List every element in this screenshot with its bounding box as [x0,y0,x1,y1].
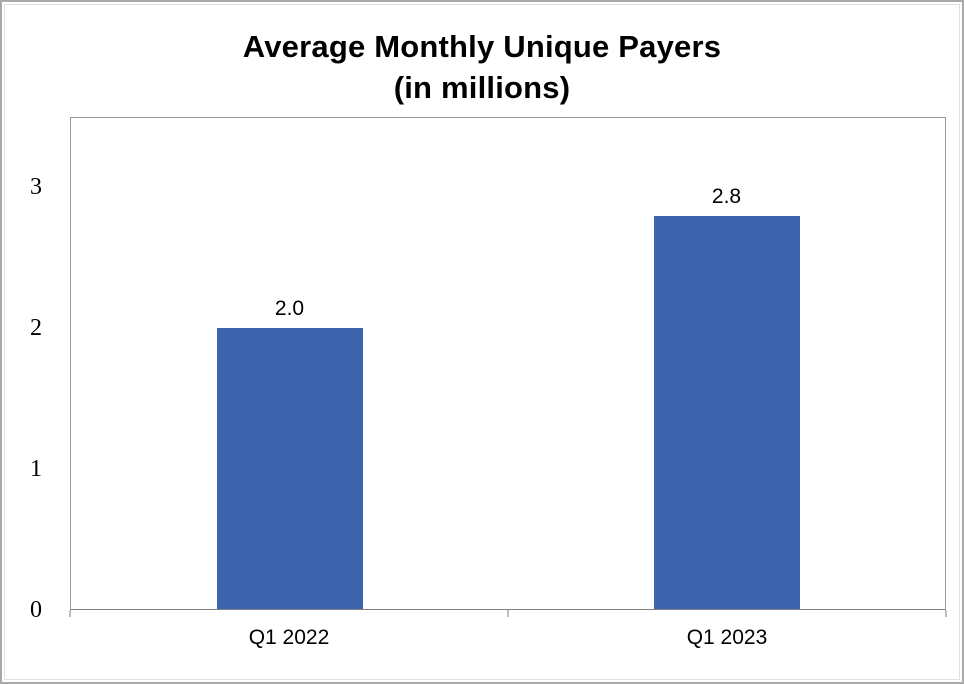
y-axis: 0 1 2 3 [2,117,60,622]
x-category-label: Q1 2022 [248,626,330,649]
x-axis: Q1 2022 Q1 2023 [69,610,947,660]
y-tick-label: 3 [30,174,42,201]
x-axis-tick [69,610,71,617]
y-tick-label: 0 [30,597,42,623]
x-axis-tick [945,610,947,617]
chart-title-line-1: Average Monthly Unique Payers [242,29,722,64]
y-tick-label: 2 [30,315,42,342]
bar-value-label: 2.0 [274,297,305,321]
plot-area: 2.0 2.8 [70,117,946,610]
x-category-label: Q1 2023 [686,626,768,649]
x-axis-tick [507,610,509,617]
bar-value-label: 2.8 [711,185,742,209]
bar [653,216,800,609]
bar [216,328,363,609]
chart-title-line-2: (in millions) [393,70,571,105]
chart-title: Average Monthly Unique Payers (in millio… [2,26,962,108]
y-tick-label: 1 [30,456,42,483]
